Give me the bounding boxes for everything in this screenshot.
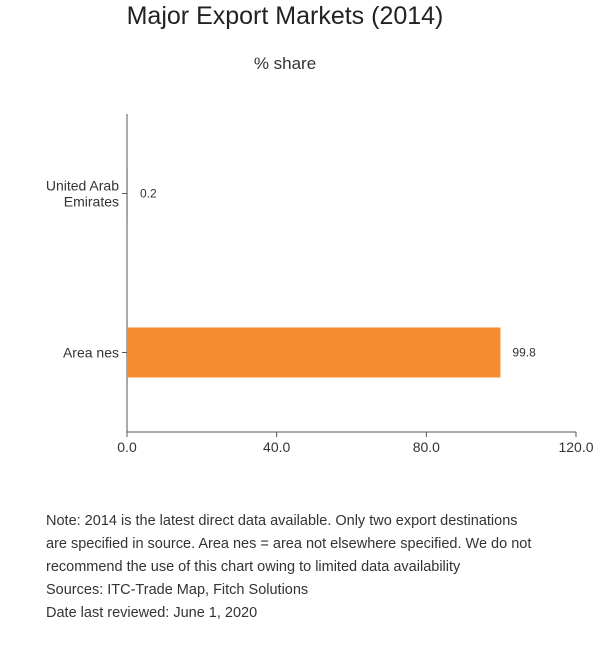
note-line: are specified in source. Area nes = area… bbox=[46, 536, 532, 552]
chart-subtitle: % share bbox=[253, 54, 317, 73]
bar bbox=[127, 327, 501, 378]
x-tick-label: 80.0 bbox=[413, 439, 440, 455]
category-label-line: United Arab bbox=[46, 178, 119, 194]
data-label: 0.2 bbox=[140, 187, 157, 201]
x-tick-label: 40.0 bbox=[263, 439, 290, 455]
category-label: United Arab Emirates bbox=[46, 178, 119, 210]
note-line: Note: 2014 is the latest direct data ava… bbox=[46, 513, 518, 529]
bar bbox=[127, 168, 128, 219]
x-tick-label: 120.0 bbox=[558, 439, 593, 455]
chart-notes: Note: 2014 is the latest direct data ava… bbox=[46, 510, 576, 625]
category-label-line: Area nes bbox=[63, 345, 119, 361]
category-label: Area nes bbox=[63, 345, 119, 361]
data-label: 99.8 bbox=[512, 346, 536, 360]
chart-title: Major Export Markets (2014) bbox=[126, 2, 444, 30]
category-label-line: Emirates bbox=[64, 194, 119, 210]
note-line: recommend the use of this chart owing to… bbox=[46, 559, 461, 575]
x-tick-label: 0.0 bbox=[117, 439, 137, 455]
bar-chart: 0.0 40.0 80.0 120.0 United Arab Emirates 0.2 Ar… bbox=[46, 114, 594, 455]
date-reviewed-line: Date last reviewed: June 1, 2020 bbox=[46, 605, 258, 621]
sources-line: Sources: ITC-Trade Map, Fitch Solutions bbox=[46, 582, 309, 598]
